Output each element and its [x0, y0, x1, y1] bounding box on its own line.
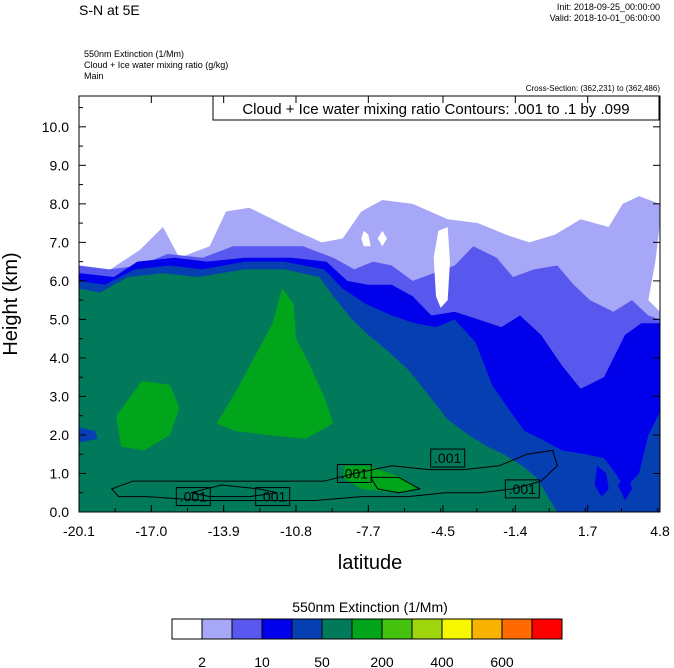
- contour-label-text: .001: [341, 465, 368, 481]
- x-tick-label: 4.8: [650, 523, 670, 539]
- contour-legend-box: [212, 95, 660, 121]
- y-axis: 0.0 1.0 2.0 3.0 4.0 5.0 6.0 7.0 8.0 9.0 10.0: [42, 107, 660, 520]
- y-tick-label: 3.0: [50, 388, 70, 404]
- contour-label: .001: [336, 463, 372, 483]
- extinction-patch-600+: [216, 288, 334, 439]
- contour-label-text: .001: [180, 489, 207, 505]
- colorbar-swatch: [291, 618, 323, 640]
- colorbar-label: 600: [490, 654, 514, 668]
- init-time: Init: 2018-09-25_00:00:00: [556, 2, 660, 12]
- x-tick-label: 1.7: [578, 523, 598, 539]
- x-tick-label: -17.0: [135, 523, 167, 539]
- x-axis-label: latitude: [338, 552, 403, 574]
- y-tick-label: 4.0: [50, 350, 70, 366]
- contour-legend-text: Cloud + Ice water mixing ratio Contours:…: [242, 101, 629, 118]
- contour-label-text: .001: [509, 481, 536, 497]
- contour-label: .001: [175, 487, 211, 507]
- mixing-ratio-contour: [110, 449, 558, 501]
- contour-label-box: [504, 479, 540, 499]
- colorbar-swatch: [201, 618, 233, 640]
- extinction-patch-50-200: [618, 473, 632, 501]
- y-tick-label: 2.0: [50, 427, 70, 443]
- y-tick-label: 7.0: [50, 234, 70, 250]
- colorbar-swatch: [411, 618, 443, 640]
- colorbar-swatch: [261, 618, 293, 640]
- colorbar-swatch: [441, 618, 473, 640]
- y-axis-label: Height (km): [0, 252, 22, 355]
- y-tick-label: 5.0: [50, 311, 70, 327]
- colorbar-swatch: [531, 618, 563, 640]
- contour-label: .001: [430, 448, 466, 468]
- x-tick-label: -1.4: [503, 523, 527, 539]
- x-axis: -20.1 -17.0 -13.9 -10.8 -7.7 -4.5 -1.4 1.7 4.8: [63, 96, 670, 539]
- contour-label-box: [175, 487, 211, 507]
- contour-label: .001: [255, 487, 291, 507]
- contour-label-box: [430, 448, 466, 468]
- colorbar-swatch: [171, 618, 203, 640]
- clear-air-gap: [361, 230, 371, 247]
- colorbar-swatch: [471, 618, 503, 640]
- colorbar-swatch: [231, 618, 263, 640]
- extinction-patch-200-400: [79, 427, 98, 443]
- x-tick-label: -20.1: [63, 523, 95, 539]
- y-tick-label: 10.0: [42, 119, 69, 135]
- contour-label-box: [336, 463, 372, 483]
- plot-title: S-N at 5E: [79, 2, 140, 18]
- extinction-patch-50-200: [594, 465, 609, 497]
- x-tick-label: -4.5: [431, 523, 455, 539]
- x-tick-label: -7.7: [356, 523, 380, 539]
- y-tick-label: 6.0: [50, 273, 70, 289]
- cross-section-label: Cross-Section: (362,231) to (362,486): [525, 84, 660, 93]
- colorbar-swatch: [351, 618, 383, 640]
- contour-label: .001: [504, 479, 540, 499]
- y-tick-label: 8.0: [50, 196, 70, 212]
- extinction-patch-600+: [116, 381, 180, 451]
- contour-label-text: .001: [434, 450, 461, 466]
- field-name-main: Main: [84, 71, 104, 81]
- contour-label-box: [255, 487, 291, 507]
- y-tick-label: 9.0: [50, 157, 70, 173]
- x-tick-label: -13.9: [208, 523, 240, 539]
- colorbar-label: 50: [314, 654, 330, 668]
- field-name-extinction: 550nm Extinction (1/Mm): [84, 49, 185, 59]
- mixing-ratio-contour: [369, 476, 422, 494]
- colorbar-label: 400: [430, 654, 454, 668]
- colorbar: 2 10 50 200 400 600: [171, 618, 563, 668]
- plot-area: .001 .001 .001 .001 .001: [79, 196, 660, 512]
- contour-legend: Cloud + Ice water mixing ratio Contours:…: [212, 95, 660, 121]
- colorbar-swatch: [321, 618, 353, 640]
- colorbar-label: 2: [198, 654, 206, 668]
- valid-time: Valid: 2018-10-01_06:00:00: [549, 13, 660, 23]
- colorbar-swatch: [381, 618, 413, 640]
- colorbar-label: 10: [254, 654, 270, 668]
- contour-label-text: .001: [259, 489, 286, 505]
- colorbar-label: 200: [370, 654, 394, 668]
- field-name-mixing-ratio: Cloud + Ice water mixing ratio (g/kg): [84, 60, 229, 70]
- clear-air-gap: [377, 230, 387, 247]
- colorbar-title: 550nm Extinction (1/Mm): [292, 599, 448, 615]
- y-tick-label: 0.0: [50, 504, 70, 520]
- clear-air-gap: [433, 226, 450, 308]
- mixing-ratio-contour: [190, 484, 278, 498]
- colorbar-swatch: [501, 618, 533, 640]
- x-tick-label: -10.8: [280, 523, 312, 539]
- y-tick-label: 1.0: [50, 465, 70, 481]
